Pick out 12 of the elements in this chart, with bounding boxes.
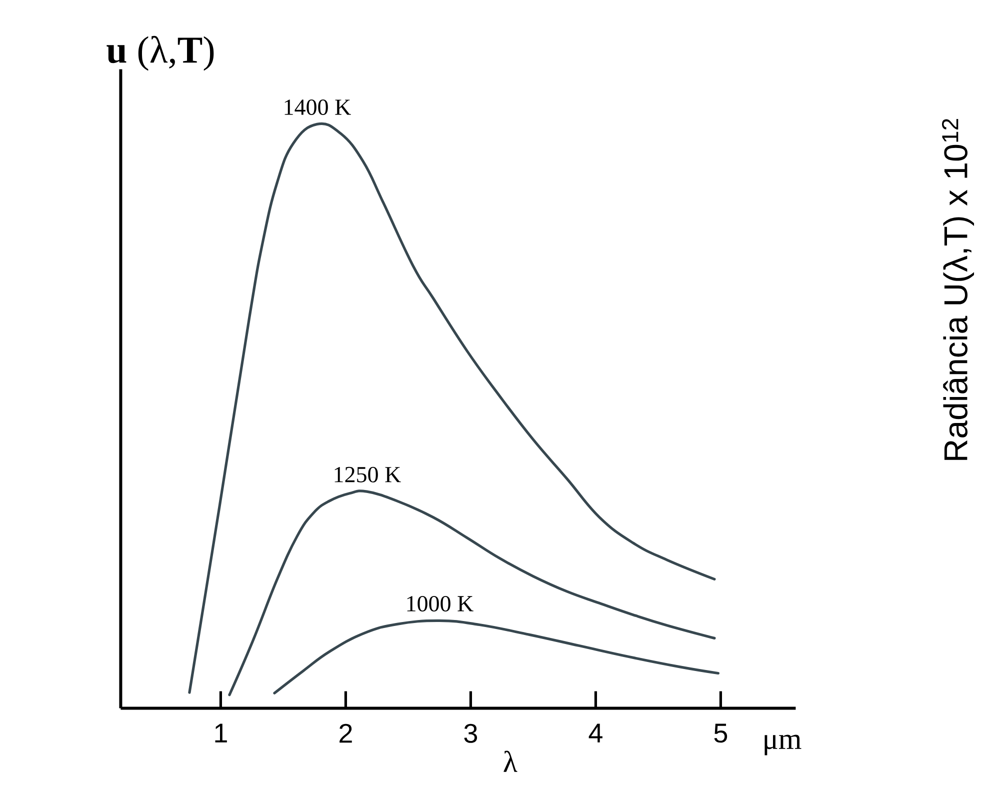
x-tick-label: 1: [215, 724, 227, 742]
x-axis-title: λ: [504, 750, 518, 772]
y-axis-title: u (λ,T): [106, 36, 214, 71]
series-label: 1400 K: [284, 99, 351, 115]
x-tick-label: 4: [588, 724, 602, 742]
series-label: 1000 K: [407, 596, 474, 612]
x-tick-label: 2: [340, 724, 352, 743]
text: μm: [764, 734, 802, 756]
x-tick-label: 3: [464, 724, 478, 743]
series-label: 1250 K: [334, 466, 401, 482]
x-tick-label: 5: [714, 724, 728, 743]
text: Radiância U(λ,T) x 10$^{12}$: [942, 119, 974, 460]
